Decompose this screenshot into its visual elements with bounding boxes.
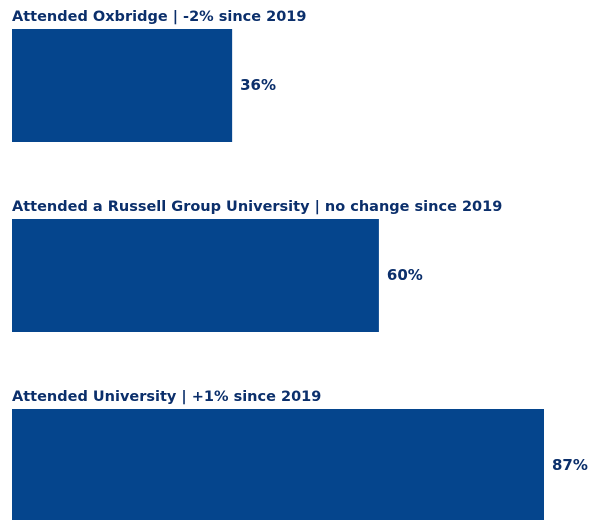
category-label: Attended University | +1% since 2019 [12,389,321,405]
bar [12,409,545,520]
value-label: 60% [387,266,423,284]
category-label: Attended Oxbridge | -2% since 2019 [12,9,307,25]
value-label: 87% [552,456,588,474]
value-label: 36% [240,76,276,94]
bar [12,29,233,142]
category-label: Attended a Russell Group University | no… [12,199,502,215]
bar [12,219,379,332]
